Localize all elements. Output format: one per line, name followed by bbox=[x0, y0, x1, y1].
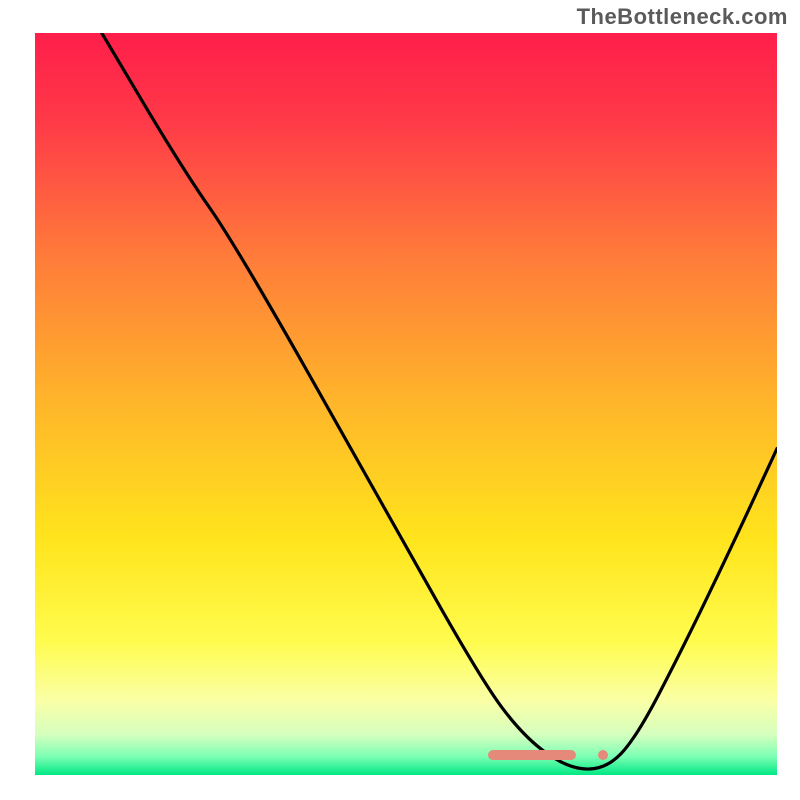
attribution-text: TheBottleneck.com bbox=[577, 4, 788, 30]
marker-dot-icon bbox=[598, 750, 608, 760]
chart-svg bbox=[35, 33, 777, 775]
chart-background bbox=[35, 33, 777, 775]
marker-band bbox=[488, 749, 608, 761]
marker-gap bbox=[576, 754, 598, 755]
bottleneck-chart bbox=[35, 33, 777, 775]
marker-dash-icon bbox=[488, 750, 576, 760]
